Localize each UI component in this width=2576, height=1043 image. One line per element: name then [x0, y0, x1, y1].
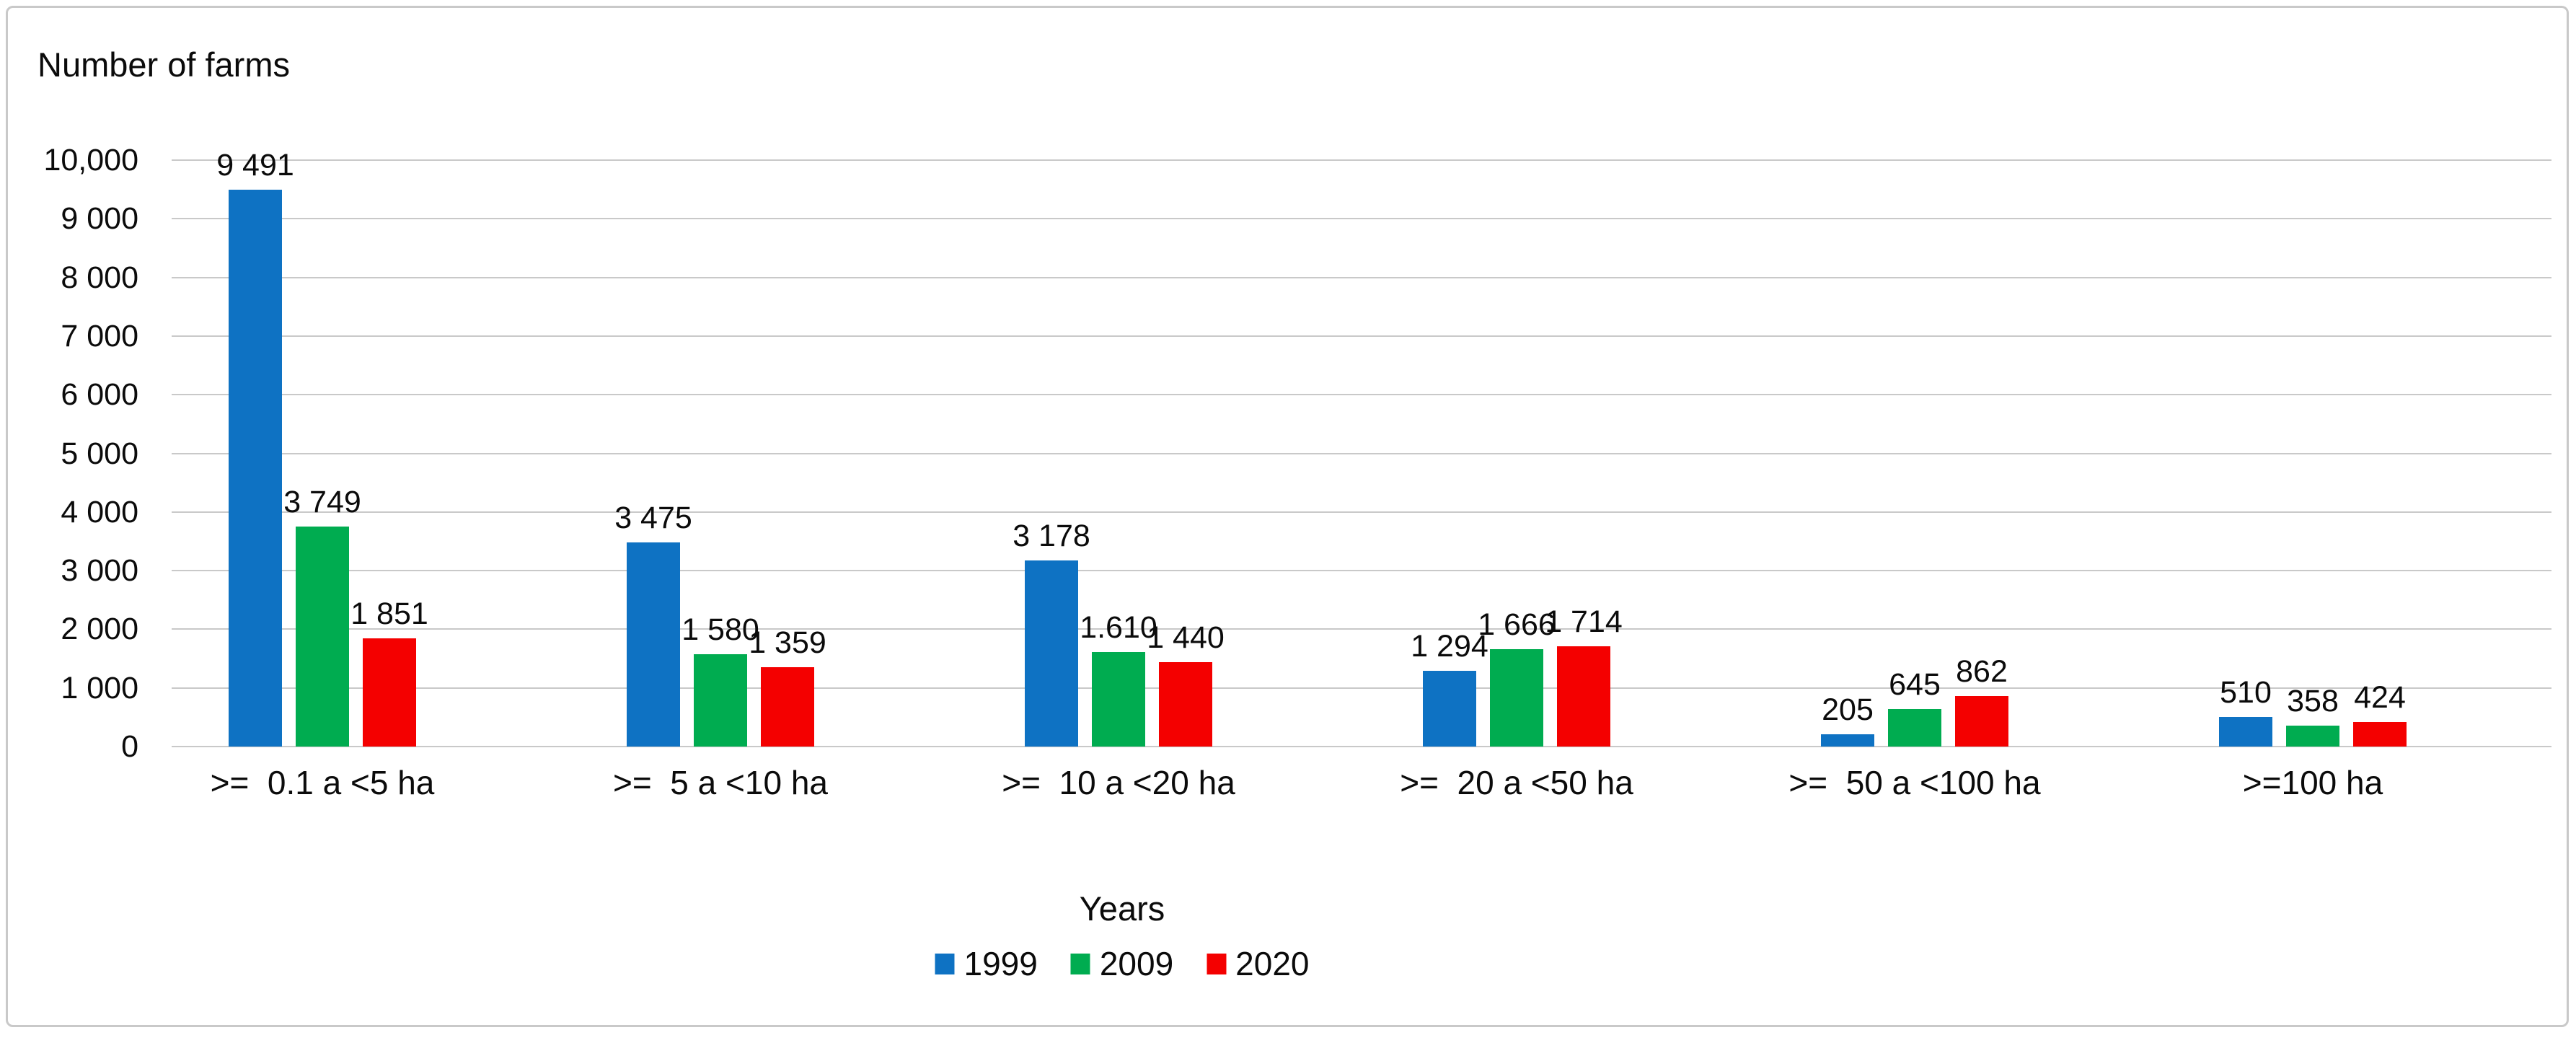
gridline	[172, 628, 2551, 630]
gridline	[172, 335, 2551, 337]
legend-label: 2020	[1235, 945, 1310, 982]
bar-2020	[1159, 662, 1212, 747]
x-axis-label: >= 50 a <100 ha	[1788, 764, 2041, 801]
y-axis-tick-label: 5 000	[61, 436, 138, 471]
gridline	[172, 159, 2551, 161]
y-axis-tick-label: 0	[121, 729, 138, 764]
bar-value-label: 358	[2287, 684, 2339, 718]
legend-item-2009: 2009	[1070, 945, 1174, 982]
bar-1999	[2219, 717, 2272, 747]
bar-value-label: 1 714	[1545, 604, 1623, 639]
gridline	[172, 218, 2551, 220]
bar-value-label: 1 666	[1478, 607, 1556, 642]
legend: Years 1999 2009 2020	[935, 889, 1310, 982]
chart-frame	[6, 6, 2569, 1027]
bar-2009	[694, 654, 747, 747]
gridline	[172, 276, 2551, 278]
y-axis-tick-label: 4 000	[61, 494, 138, 529]
y-axis-tick-label: 3 000	[61, 553, 138, 589]
bar-2020	[761, 667, 814, 747]
bar-value-label: 3 749	[283, 485, 361, 519]
bar-2020	[363, 638, 416, 747]
gridline	[172, 570, 2551, 572]
bar-value-label: 3 475	[614, 501, 692, 535]
bar-value-label: 205	[1822, 692, 1874, 727]
bar-1999	[229, 190, 282, 747]
bar-1999	[1423, 671, 1476, 747]
bar-value-label: 3 178	[1013, 519, 1090, 553]
bar-1999	[1025, 560, 1078, 747]
x-axis-label: >= 5 a <10 ha	[613, 764, 828, 801]
x-axis-label: >=100 ha	[2242, 764, 2383, 801]
bar-2020	[1955, 696, 2008, 747]
legend-item-1999: 1999	[935, 945, 1038, 982]
bar-2009	[1092, 652, 1145, 747]
legend-label: 1999	[963, 945, 1038, 982]
bar-value-label: 1 359	[749, 625, 826, 660]
bar-2020	[1557, 646, 1610, 747]
bar-value-label: 424	[2354, 680, 2406, 715]
legend-row: 1999 2009 2020	[935, 945, 1310, 982]
y-axis-tick-label: 1 000	[61, 670, 138, 705]
chart-title: Number of farms	[38, 45, 290, 84]
gridline	[172, 746, 2551, 747]
gridline	[172, 452, 2551, 454]
legend-swatch-icon	[935, 953, 955, 974]
legend-item-2020: 2020	[1207, 945, 1310, 982]
bar-1999	[627, 542, 680, 747]
bar-1999	[1821, 734, 1874, 747]
gridline	[172, 394, 2551, 396]
bar-value-label: 1 294	[1411, 629, 1488, 664]
x-axis-label: >= 0.1 a <5 ha	[210, 764, 435, 801]
y-axis-tick-label: 6 000	[61, 377, 138, 413]
bar-value-label: 1 440	[1147, 620, 1225, 655]
y-axis-tick-label: 8 000	[61, 260, 138, 295]
bar-2009	[1888, 709, 1941, 747]
bar-value-label: 510	[2220, 675, 2272, 710]
legend-label: 2009	[1099, 945, 1174, 982]
y-axis-tick-label: 7 000	[61, 318, 138, 353]
bar-2009	[1490, 649, 1543, 747]
gridline	[172, 511, 2551, 513]
bar-2009	[2286, 726, 2339, 747]
bar-value-label: 1 580	[682, 612, 759, 647]
legend-title: Years	[1079, 889, 1165, 928]
y-axis-tick-label: 9 000	[61, 201, 138, 237]
bar-value-label: 645	[1889, 667, 1941, 702]
bar-2009	[296, 527, 349, 747]
y-axis-tick-label: 2 000	[61, 612, 138, 647]
legend-swatch-icon	[1070, 953, 1090, 974]
legend-swatch-icon	[1207, 953, 1227, 974]
x-axis-label: >= 20 a <50 ha	[1400, 764, 1633, 801]
bar-value-label: 9 491	[216, 148, 294, 182]
bar-value-label: 862	[1956, 654, 2008, 689]
x-axis-label: >= 10 a <20 ha	[1002, 764, 1235, 801]
bar-value-label: 1.610	[1080, 610, 1157, 645]
bar-value-label: 1 851	[350, 597, 428, 631]
y-axis-tick-label: 10,000	[43, 143, 138, 177]
gridline	[172, 687, 2551, 689]
bar-2020	[2353, 722, 2407, 747]
